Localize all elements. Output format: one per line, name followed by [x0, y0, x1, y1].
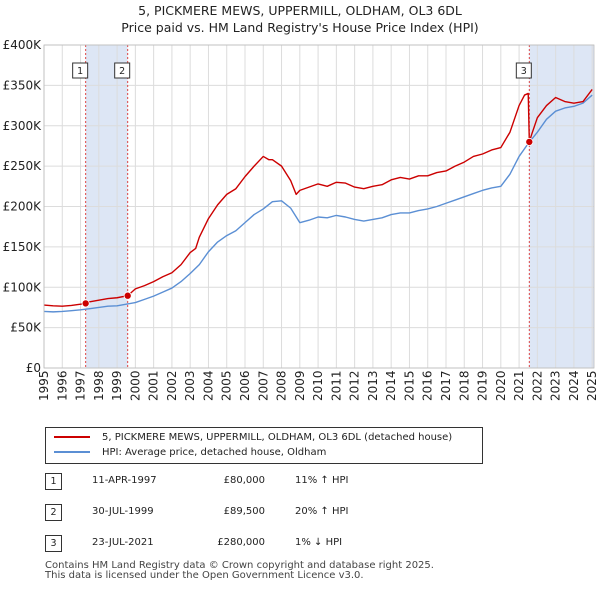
table-row: 3 23-JUL-2021 £280,000 1% ↓ HPI: [45, 534, 465, 565]
transaction-price: £280,000: [217, 537, 265, 548]
hpi-line: [43, 94, 593, 313]
x-tick-label: 2017: [439, 370, 453, 401]
legend-item-property: 5, PICKMERE MEWS, UPPERMILL, OLDHAM, OL3…: [54, 431, 452, 445]
x-tick-label: 2015: [402, 370, 416, 401]
x-tick-label: 2016: [421, 370, 435, 401]
sale-label-box: [114, 62, 131, 79]
sale-label-box: [515, 62, 532, 79]
transaction-price: £89,500: [223, 506, 265, 517]
x-tick-label: 2008: [275, 370, 289, 401]
x-tick-label: 2007: [256, 370, 270, 401]
x-tick-label: 2013: [366, 370, 380, 401]
x-tick-label: 2010: [311, 370, 325, 401]
y-tick-label: £400K: [3, 38, 43, 52]
sale-label-number: 2: [119, 66, 125, 77]
y-tick-label: £300K: [3, 119, 43, 133]
y-tick-label: £150K: [3, 240, 43, 254]
transaction-date: 30-JUL-1999: [92, 506, 154, 517]
x-tick-label: 2005: [220, 370, 234, 401]
x-tick-label: 2019: [476, 370, 490, 401]
x-tick-label: 2021: [512, 370, 526, 401]
transaction-badge: 1: [45, 473, 62, 490]
sale-point: [123, 291, 132, 300]
legend-label-hpi: HPI: Average price, detached house, Oldh…: [102, 447, 327, 458]
x-tick-label: 2024: [567, 370, 581, 401]
x-tick-label: 2014: [384, 370, 398, 401]
chart-title: 5, PICKMERE MEWS, UPPERMILL, OLDHAM, OL3…: [0, 2, 600, 36]
y-tick-label: £250K: [3, 159, 43, 173]
footer-attribution: Contains HM Land Registry data © Crown c…: [45, 561, 434, 581]
x-tick-label: 2003: [183, 370, 197, 401]
x-tick-label: 2006: [238, 370, 252, 401]
transaction-date: 23-JUL-2021: [92, 537, 154, 548]
title-line-2: Price paid vs. HM Land Registry's House …: [121, 20, 479, 35]
sale-point: [81, 299, 90, 308]
x-tick-label: 2011: [329, 370, 343, 401]
x-tick-label: 2020: [494, 370, 508, 401]
x-tick-label: 2023: [549, 370, 563, 401]
transaction-date: 11-APR-1997: [92, 475, 157, 486]
sale-label-number: 3: [521, 66, 527, 77]
transactions-table: 1 11-APR-1997 £80,000 11% ↑ HPI 2 30-JUL…: [45, 472, 465, 565]
x-tick-label: 1995: [37, 370, 51, 401]
footer-line-1: Contains HM Land Registry data © Crown c…: [45, 560, 434, 571]
legend-swatch-hpi: [54, 451, 90, 453]
transaction-price: £80,000: [223, 475, 265, 486]
legend-item-hpi: HPI: Average price, detached house, Oldh…: [54, 446, 326, 460]
price-chart: 1 2 3 £0 £50K £100K £150K £200K £250K £300K £350K £…: [3, 38, 600, 401]
x-tick-label: 1999: [110, 370, 124, 401]
plot-frame: [43, 44, 595, 369]
x-tick-label: 2012: [348, 370, 362, 401]
y-tick-label: £50K: [10, 321, 42, 335]
x-tick-label: 2018: [457, 370, 471, 401]
x-tick-label: 2004: [201, 370, 215, 401]
sale-point: [525, 137, 534, 146]
transaction-hpi-diff: 20% ↑ HPI: [295, 506, 349, 517]
title-line-1: 5, PICKMERE MEWS, UPPERMILL, OLDHAM, OL3…: [138, 3, 462, 18]
property-price-line: [43, 88, 593, 307]
transaction-badge: 3: [45, 535, 62, 552]
transaction-hpi-diff: 11% ↑ HPI: [295, 475, 349, 486]
x-tick-label: 1996: [55, 370, 69, 401]
x-tick-label: 2009: [293, 370, 307, 401]
transaction-hpi-diff: 1% ↓ HPI: [295, 537, 343, 548]
transaction-badge: 2: [45, 504, 62, 521]
x-tick-label: 1998: [92, 370, 106, 401]
sale-label-box: [72, 62, 89, 79]
x-tick-label: 2022: [530, 370, 544, 401]
y-tick-label: £100K: [3, 280, 43, 294]
y-tick-label: £0: [26, 361, 41, 375]
legend-label-property: 5, PICKMERE MEWS, UPPERMILL, OLDHAM, OL3…: [102, 432, 453, 443]
table-row: 1 11-APR-1997 £80,000 11% ↑ HPI: [45, 472, 465, 503]
x-tick-label: 2025: [585, 370, 599, 401]
legend-swatch-property: [54, 436, 90, 438]
y-tick-label: £350K: [3, 78, 43, 92]
x-tick-label: 1997: [74, 370, 88, 401]
x-tick-label: 2000: [128, 370, 142, 401]
legend: 5, PICKMERE MEWS, UPPERMILL, OLDHAM, OL3…: [45, 427, 483, 464]
x-tick-label: 2001: [147, 370, 161, 401]
table-row: 2 30-JUL-1999 £89,500 20% ↑ HPI: [45, 503, 465, 534]
sale-label-number: 1: [77, 66, 83, 77]
x-tick-label: 2002: [165, 370, 179, 401]
footer-line-2: This data is licensed under the Open Gov…: [45, 570, 364, 581]
y-tick-label: £200K: [3, 200, 43, 214]
